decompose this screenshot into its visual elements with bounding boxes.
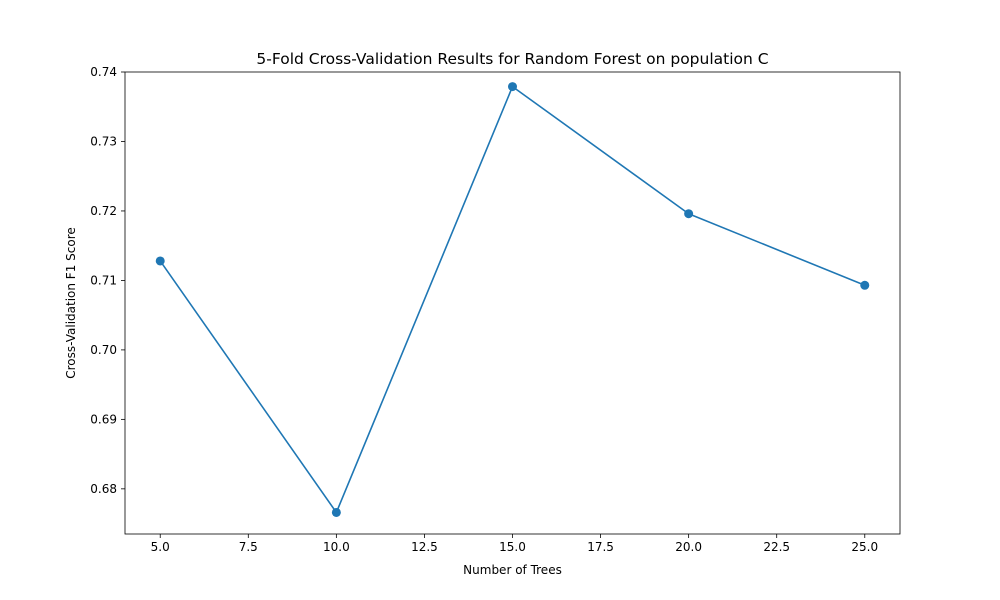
x-tick-label: 17.5 — [587, 540, 614, 554]
x-tick-label: 12.5 — [411, 540, 438, 554]
data-point — [331, 507, 341, 517]
y-tick-label: 0.68 — [90, 482, 117, 496]
x-tick-label: 25.0 — [851, 540, 878, 554]
x-tick-label: 7.5 — [239, 540, 258, 554]
x-tick-label: 22.5 — [763, 540, 790, 554]
data-point — [684, 209, 694, 219]
x-tick-label: 10.0 — [323, 540, 350, 554]
y-tick-label: 0.73 — [90, 134, 117, 148]
data-point — [508, 82, 517, 92]
y-tick-label: 0.74 — [90, 65, 117, 79]
data-point — [860, 280, 870, 290]
y-tick-label: 0.70 — [90, 343, 117, 357]
x-axis-label: Number of Trees — [463, 563, 562, 577]
series-group — [155, 82, 870, 517]
y-axis-ticks: 0.68 0.69 0.70 0.71 0.72 0.73 0.74 — [90, 65, 125, 496]
y-axis-label: Cross-Validation F1 Score — [64, 227, 78, 379]
data-point — [155, 256, 165, 266]
x-tick-label: 20.0 — [675, 540, 702, 554]
x-axis-ticks: 5.0 7.5 10.0 12.5 15.0 17.5 20.0 22.5 25.0 — [151, 534, 878, 554]
x-tick-label: 15.0 — [499, 540, 526, 554]
x-tick-label: 5.0 — [151, 540, 170, 554]
chart-title: 5-Fold Cross-Validation Results for Rand… — [256, 50, 768, 68]
y-tick-label: 0.71 — [90, 273, 117, 287]
y-tick-label: 0.72 — [90, 204, 117, 218]
y-tick-label: 0.69 — [90, 412, 117, 426]
